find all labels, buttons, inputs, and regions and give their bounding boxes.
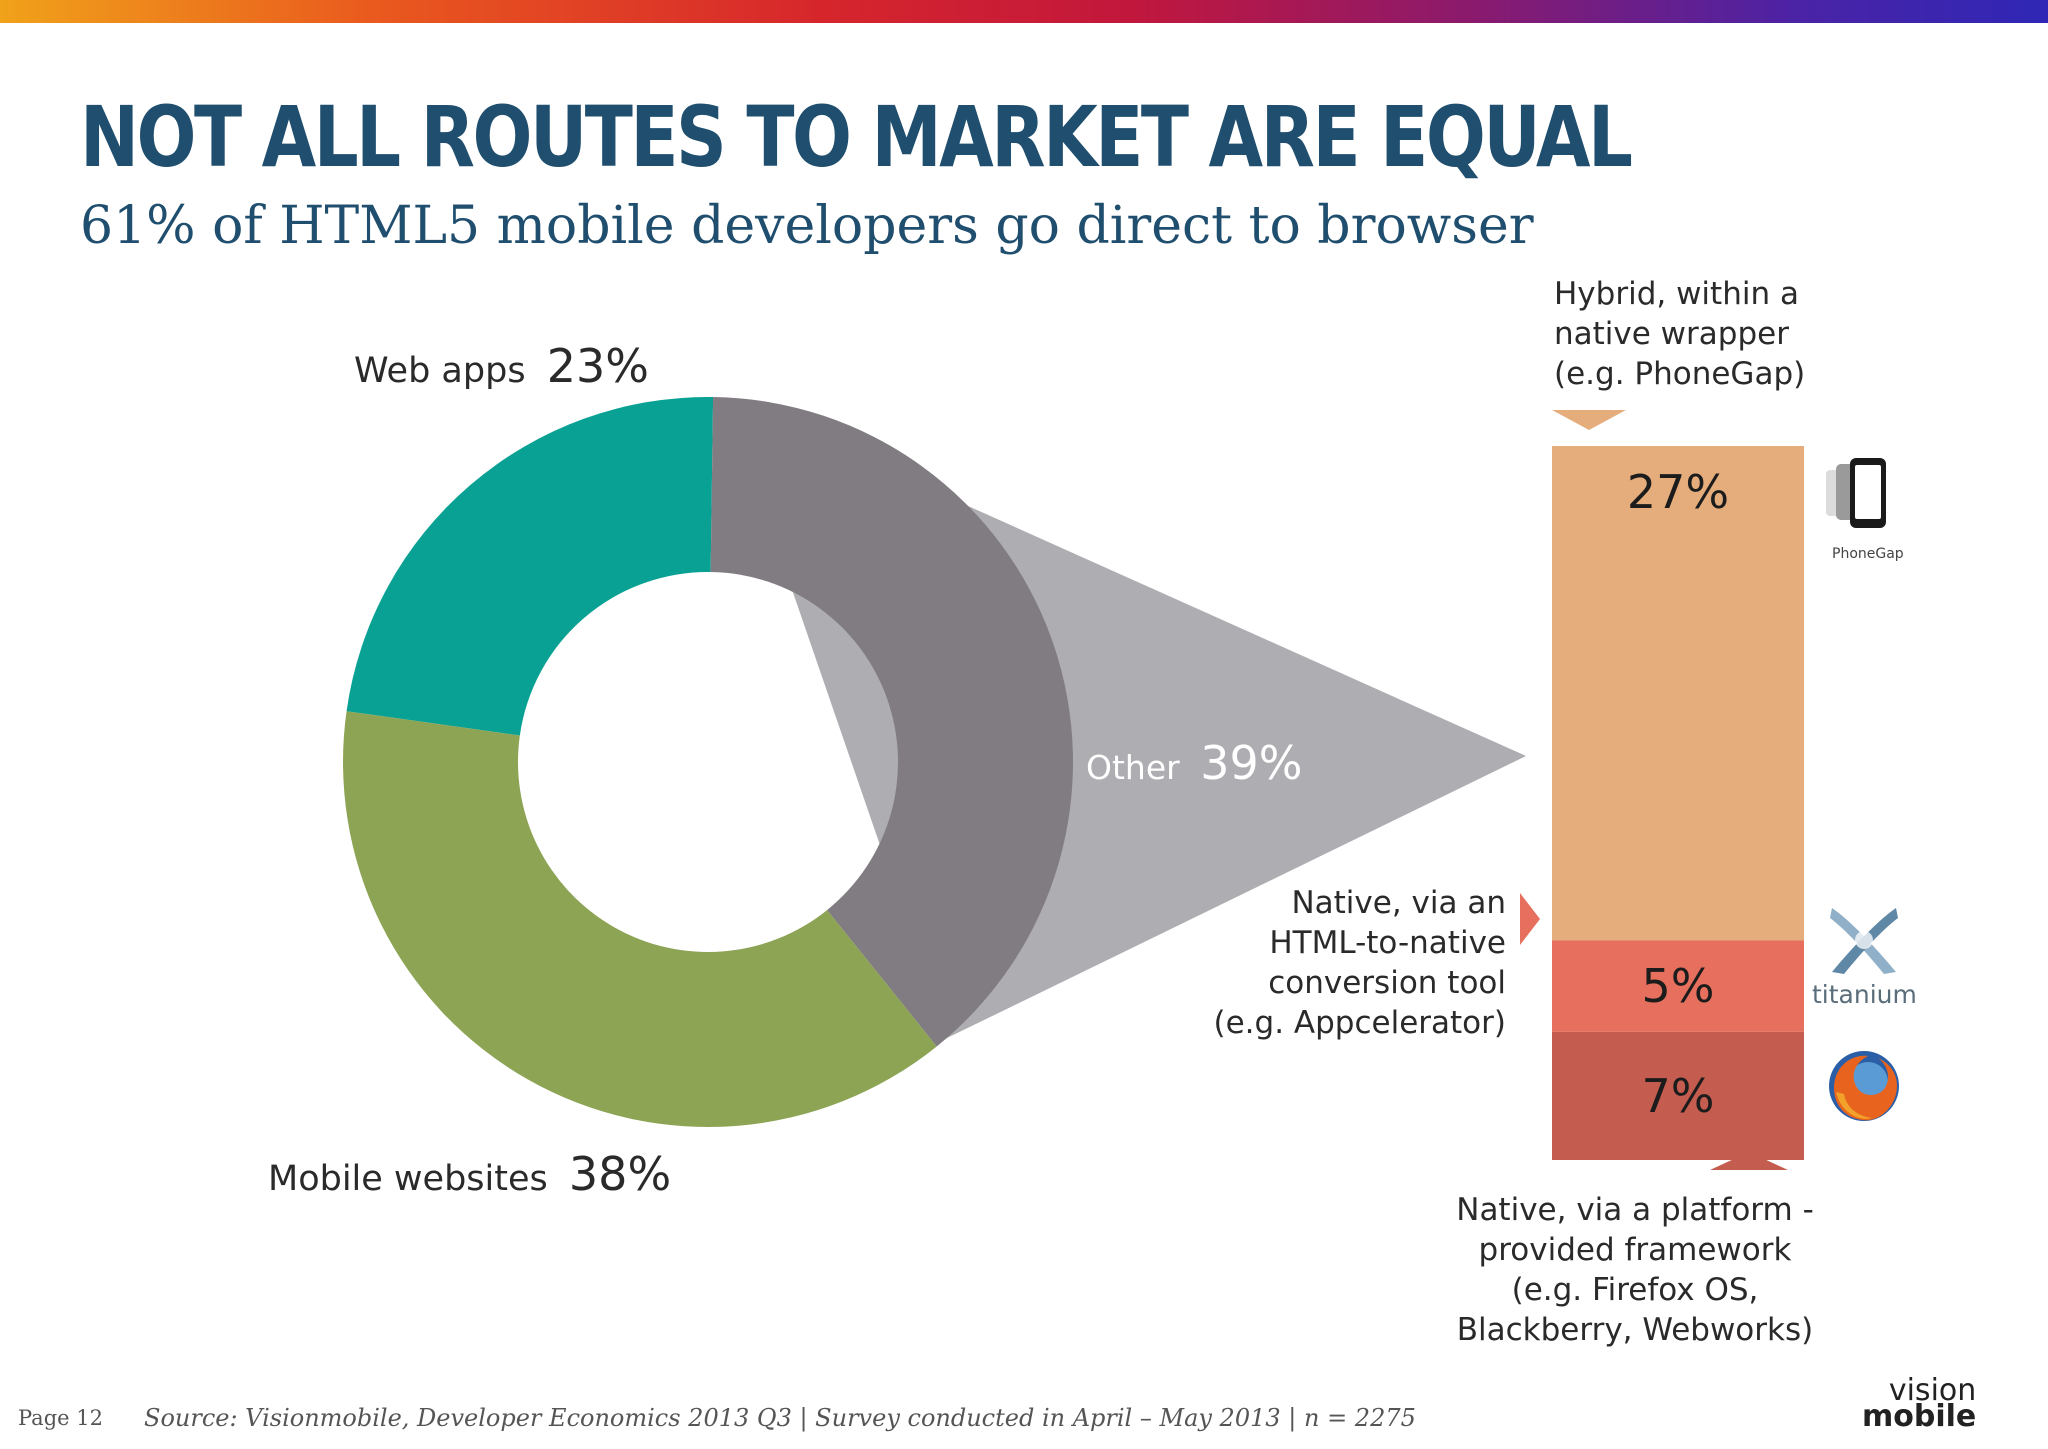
top-gradient-bar xyxy=(0,0,2048,23)
html-to-native-pointer xyxy=(1520,893,1540,945)
platform-annotation-line: provided framework xyxy=(1478,1232,1792,1268)
page-number: Page 12 xyxy=(18,1406,103,1430)
stack-value-label: 5% xyxy=(1642,959,1715,1013)
hybrid-annotation-line: native wrapper xyxy=(1554,316,1789,352)
donut-chart xyxy=(342,397,1074,1128)
slice-label-web-apps: Web apps 23% xyxy=(354,339,649,393)
hybrid-pointer xyxy=(1552,410,1626,430)
stack-segment xyxy=(1552,1031,1804,1160)
platform-annotation-line: Native, via a platform - xyxy=(1456,1192,1814,1228)
slice-name-web-apps: Web apps xyxy=(354,351,526,391)
donut-slice-mobile-websites xyxy=(342,711,937,1128)
platform-annotation-line: Blackberry, Webworks) xyxy=(1456,1312,1814,1348)
platform-annotation: Native, via a platform - provided framew… xyxy=(1440,1190,1830,1350)
stack-segment xyxy=(1552,940,1804,1032)
slice-value-mobile-websites: 38% xyxy=(569,1147,671,1201)
stacked-bar: 27% 5% 7% xyxy=(1552,446,1804,1160)
slice-value-web-apps: 23% xyxy=(547,339,649,393)
stack-segment xyxy=(1552,446,1804,941)
source-note: Source: Visionmobile, Developer Economic… xyxy=(144,1404,1416,1432)
page-subtitle: 61% of HTML5 mobile developers go direct… xyxy=(80,196,1534,256)
titanium-caption: titanium xyxy=(1812,980,1917,1009)
html-to-native-annotation-line: (e.g. Appcelerator) xyxy=(1213,1005,1506,1041)
donut-slice-other xyxy=(710,397,1074,1047)
brand-line: mobile xyxy=(1862,1399,1977,1434)
slice-name-other: Other xyxy=(1086,748,1180,787)
hybrid-annotation-line: (e.g. PhoneGap) xyxy=(1554,356,1806,392)
donut-slice-web-apps xyxy=(346,397,714,736)
hybrid-annotation: Hybrid, within a native wrapper (e.g. Ph… xyxy=(1554,274,1805,394)
hybrid-annotation-line: Hybrid, within a xyxy=(1554,276,1799,312)
phonegap-icon xyxy=(1826,458,1886,528)
slice-name-mobile-websites: Mobile websites xyxy=(268,1159,548,1199)
visionmobile-logo: vision mobile xyxy=(1862,1373,1977,1434)
titanium-icon xyxy=(1830,908,1898,974)
slice-label-other: Other 39% xyxy=(1086,736,1302,790)
html-to-native-annotation-line: Native, via an xyxy=(1291,885,1506,921)
html-to-native-annotation-line: HTML-to-native xyxy=(1269,925,1506,961)
platform-pointer xyxy=(1710,1152,1788,1170)
stack-value-label: 7% xyxy=(1642,1069,1715,1123)
firefox-icon xyxy=(1829,1051,1899,1121)
html-to-native-annotation-line: conversion tool xyxy=(1268,965,1506,1001)
platform-annotation-line: (e.g. Firefox OS, xyxy=(1511,1272,1759,1308)
slice-value-other: 39% xyxy=(1200,736,1302,790)
brand-line: vision xyxy=(1888,1373,1977,1408)
slice-label-mobile-websites: Mobile websites 38% xyxy=(268,1147,671,1201)
page-title: NOT ALL ROUTES TO MARKET ARE EQUAL xyxy=(80,88,1633,186)
stack-value-label: 27% xyxy=(1627,465,1729,519)
phonegap-caption: PhoneGap xyxy=(1832,546,1904,562)
html-to-native-annotation: Native, via an HTML-to-native conversion… xyxy=(1180,883,1506,1043)
